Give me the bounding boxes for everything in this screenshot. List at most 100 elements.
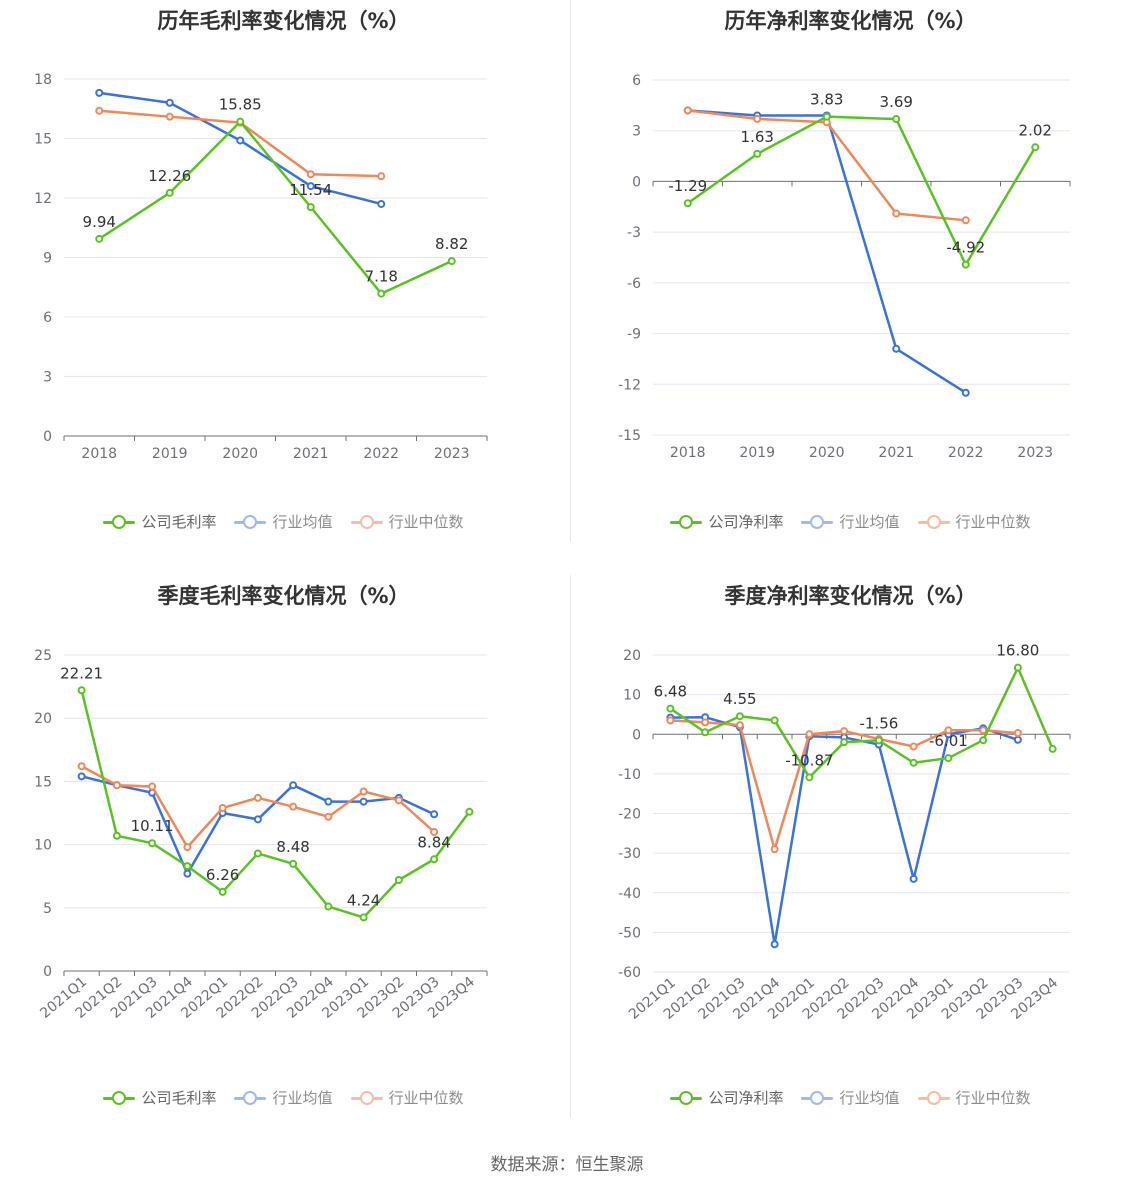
data-label: -1.29 [668,177,707,195]
data-point [770,940,779,949]
y-tick-label: 3 [43,370,52,386]
data-point [377,199,386,208]
data-point [666,704,675,713]
x-tick-label: 2020 [809,445,845,461]
data-point [961,216,970,225]
data-point [840,738,849,747]
data-point [1013,735,1022,744]
legend-industry-avg[interactable]: 行业均值 [234,511,333,532]
data-label: 8.48 [276,838,309,856]
legend-line-icon [103,514,136,529]
legend-industry-median[interactable]: 行业中位数 [350,511,464,532]
data-point [289,781,298,790]
chart-legend: 公司净利率 行业均值 行业中位数 [567,511,1134,532]
data-point [961,260,970,269]
annual-net-margin-chart: 历年净利率变化情况（%） -15 -12 -9 -6 -3 0 3 6 2018 2019 2020… [567,0,1134,575]
y-tick-label: 25 [34,648,52,664]
chart-plot: -15 -12 -9 -6 -3 0 3 6 2018 2019 2020 2021 2022 2023 -… [618,73,1071,461]
data-point [253,849,262,858]
legend-label: 公司净利率 [708,1089,784,1107]
legend-company[interactable]: 公司毛利率 [103,511,216,532]
data-point [324,902,333,911]
data-point [822,112,831,121]
data-point [909,874,918,883]
annual-gross-margin-chart: 历年毛利率变化情况（%） 0 3 6 9 12 15 18 2018 2019 2020 2021 2… [0,0,567,575]
y-tick-label: -30 [618,846,641,862]
legend-industry-median[interactable]: 行业中位数 [350,1087,464,1108]
x-tick-label: 2019 [739,445,775,461]
data-point [430,827,439,836]
data-label: 3.83 [810,91,843,109]
data-point [979,736,988,745]
y-tick-label: -15 [618,428,641,444]
data-source-note: 数据来源：恒生聚源 [490,1155,644,1175]
data-point [253,793,262,802]
legend-line-icon [103,1090,136,1105]
y-tick-label: -3 [627,225,641,241]
quarterly-net-margin-chart: 季度净利率变化情况（%） -60 -50 -40 -30 -20 -10 0 10 20 2021… [567,575,1134,1150]
data-label: 2.02 [1019,121,1052,139]
data-point [394,875,403,884]
legend-label: 公司净利率 [708,513,784,531]
legend-industry-median[interactable]: 行业中位数 [917,511,1031,532]
data-point [465,807,474,816]
series-line [687,109,966,222]
legend-industry-avg[interactable]: 行业均值 [801,1087,900,1108]
legend-line-icon [670,1090,703,1105]
data-point [77,772,86,781]
legend-line-icon [670,514,703,529]
chart-title: 历年毛利率变化情况（%） [157,9,410,33]
y-tick-label: 0 [632,174,641,190]
data-point [324,797,333,806]
legend-company[interactable]: 公司净利率 [670,1087,783,1108]
legend-line-icon [350,1090,383,1105]
legend-line-icon [350,514,383,529]
data-point [148,839,157,848]
data-point [753,149,762,158]
x-tick-label: 2023 [1017,445,1053,461]
y-tick-label: 6 [43,310,52,326]
data-label: -1.56 [859,714,898,732]
legend-industry-median[interactable]: 行业中位数 [917,1087,1031,1108]
data-point [447,257,456,266]
data-label: 7.18 [365,268,398,286]
y-tick-label: 15 [34,774,52,790]
data-point [430,810,439,819]
legend-line-icon [234,514,267,529]
legend-company[interactable]: 公司净利率 [670,511,783,532]
data-point [112,831,121,840]
data-point [909,758,918,767]
data-point [77,762,86,771]
legend-industry-avg[interactable]: 行业均值 [801,511,900,532]
chart-plot: -60-50-40-30-20-10010202021Q12021Q22021Q… [618,642,1071,1023]
legend-label: 行业均值 [272,513,333,531]
data-point [95,88,104,97]
data-point [289,802,298,811]
series-line [687,115,1037,266]
data-point [112,781,121,790]
data-point [701,718,710,727]
data-point [289,859,298,868]
legend-label: 公司毛利率 [141,513,217,531]
y-tick-label: 12 [34,191,52,207]
data-point [77,686,86,695]
data-point [306,182,315,191]
data-label: -6.01 [929,732,968,750]
chart-plot: 05101520252021Q12021Q22021Q32021Q42022Q1… [34,648,488,1022]
data-point [183,843,192,852]
panel-divider-top [570,0,571,542]
legend-label: 行业均值 [839,513,900,531]
data-point [324,812,333,821]
data-point [165,112,174,121]
legend-label: 行业均值 [272,1089,333,1107]
data-point [1013,729,1022,738]
legend-industry-avg[interactable]: 行业均值 [234,1087,333,1108]
chart-title: 季度毛利率变化情况（%） [157,584,410,608]
data-label: 11.54 [289,181,332,199]
data-point [944,726,953,735]
data-point [359,787,368,796]
data-point [892,115,901,124]
data-point [253,815,262,824]
legend-line-icon [234,1090,267,1105]
legend-company[interactable]: 公司毛利率 [103,1087,216,1108]
